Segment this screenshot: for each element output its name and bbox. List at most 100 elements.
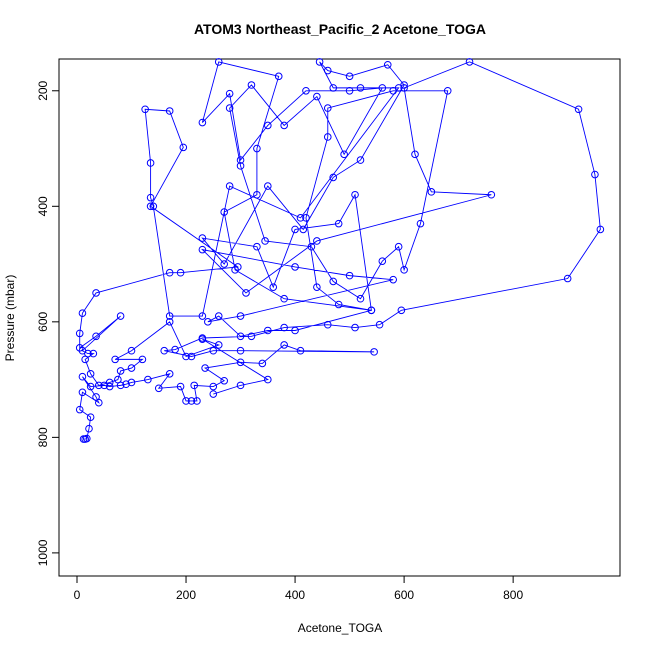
data-point <box>400 266 408 274</box>
data-point <box>264 375 272 384</box>
data-point <box>214 312 223 320</box>
data-point <box>291 326 299 335</box>
data-point <box>291 225 299 234</box>
x-tick-label: 0 <box>74 588 81 602</box>
data-point <box>397 306 406 315</box>
data-point <box>187 352 196 361</box>
data-point <box>389 275 398 284</box>
data-point <box>264 121 272 130</box>
data-point <box>356 84 365 92</box>
data-point <box>165 370 174 378</box>
data-point <box>236 346 245 355</box>
data-point <box>75 405 84 414</box>
data-point <box>220 260 228 268</box>
data-point <box>220 208 228 216</box>
data-point <box>78 388 87 397</box>
data-point <box>86 370 95 378</box>
data-point <box>86 382 95 391</box>
data-point <box>127 364 136 372</box>
data-point <box>351 190 359 199</box>
data-point <box>198 234 207 242</box>
data-point <box>323 320 332 329</box>
data-point <box>329 173 338 182</box>
data-point <box>356 294 365 303</box>
data-point <box>214 58 223 66</box>
data-point <box>83 434 91 443</box>
data-point <box>487 190 496 199</box>
data-point <box>394 84 403 92</box>
data-point <box>378 257 387 265</box>
data-point <box>209 390 218 398</box>
y-tick-label: 800 <box>36 427 50 447</box>
data-point <box>220 376 228 385</box>
data-point <box>465 58 474 66</box>
data-point <box>92 393 100 401</box>
data-point <box>264 326 272 335</box>
data-point <box>574 105 583 114</box>
data-point <box>198 118 207 127</box>
data-point <box>122 380 130 389</box>
data-point <box>299 225 308 234</box>
data-point <box>274 72 283 81</box>
data-point <box>280 323 288 332</box>
data-point <box>591 170 599 179</box>
data-point <box>138 355 147 364</box>
data-point <box>280 121 288 130</box>
data-point <box>209 346 218 355</box>
data-point <box>247 332 256 341</box>
x-tick-label: 800 <box>503 588 523 602</box>
data-point <box>190 381 199 390</box>
data-point <box>351 323 359 332</box>
data-point <box>234 263 242 271</box>
data-point <box>78 309 87 317</box>
data-point <box>236 358 245 367</box>
data-point <box>85 424 93 433</box>
data-point <box>596 225 605 234</box>
data-point <box>149 202 158 211</box>
data-point <box>269 283 278 291</box>
data-point <box>247 81 256 89</box>
data-point <box>563 274 572 283</box>
data-point <box>394 242 403 251</box>
data-point <box>193 397 201 405</box>
data-point <box>427 188 436 196</box>
data-point <box>165 107 174 115</box>
data-point <box>146 193 155 202</box>
data-point <box>225 89 234 98</box>
data-point <box>75 329 84 338</box>
data-point <box>313 283 321 291</box>
data-point <box>329 84 338 92</box>
y-axis-label: Pressure (mbar) <box>3 275 17 362</box>
data-point <box>416 219 425 228</box>
data-point <box>198 335 207 343</box>
data-point <box>375 320 384 329</box>
data-point <box>323 133 332 141</box>
data-point <box>92 332 100 341</box>
data-point <box>253 242 261 251</box>
data-point <box>92 289 100 297</box>
data-point <box>105 378 114 387</box>
data-point <box>81 355 89 364</box>
data-point <box>236 332 245 341</box>
y-tick-label: 1000 <box>36 539 50 566</box>
data-point <box>280 294 288 303</box>
data-point <box>280 341 288 349</box>
data-point <box>323 66 332 75</box>
data-point <box>165 268 174 277</box>
data-point <box>182 352 190 361</box>
plot-frame <box>58 58 621 577</box>
data-point <box>201 364 209 372</box>
data-point <box>127 346 136 355</box>
data-point <box>307 242 316 251</box>
data-point <box>116 367 125 375</box>
data-point <box>144 375 152 384</box>
data-point <box>261 237 269 245</box>
data-point <box>198 245 207 254</box>
data-point <box>89 349 98 358</box>
data-point <box>225 182 234 190</box>
data-point <box>214 341 223 349</box>
data-point <box>315 58 324 66</box>
data-point <box>182 397 190 405</box>
data-point <box>383 60 392 69</box>
data-point <box>378 84 387 92</box>
